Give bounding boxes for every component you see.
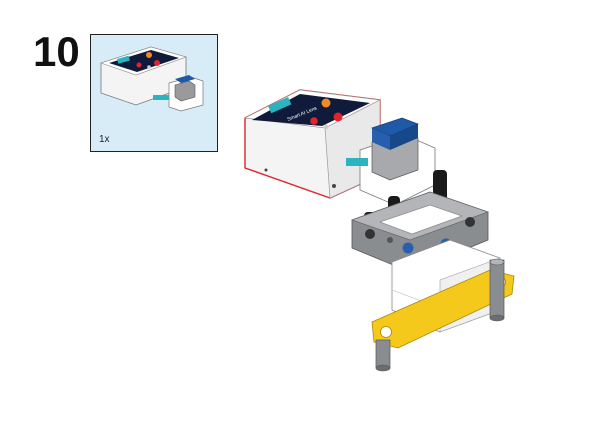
callout-part-illustration [100, 46, 204, 112]
part-quantity-label: 1x [99, 134, 110, 145]
smart-ai-lens-device: Smart AI Lens [243, 89, 382, 199]
camera-module [346, 117, 436, 206]
step-number: 10 [33, 28, 80, 75]
gray-legs [375, 258, 505, 372]
parts-callout-box: 1x [90, 34, 218, 152]
